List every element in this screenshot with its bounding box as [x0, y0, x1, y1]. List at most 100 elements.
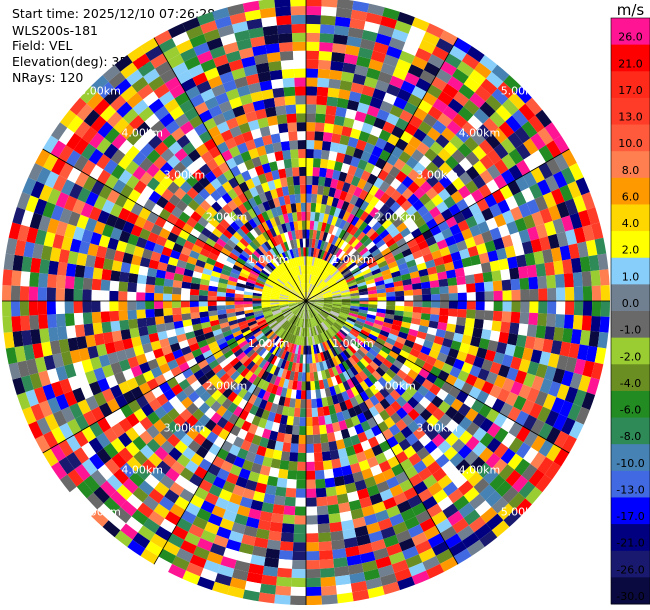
velocity-gate — [513, 243, 525, 257]
velocity-gate — [314, 266, 319, 276]
velocity-gate — [457, 284, 467, 294]
velocity-gate — [167, 256, 179, 267]
velocity-gate — [339, 190, 348, 201]
velocity-gate — [537, 179, 552, 196]
velocity-gate — [264, 34, 279, 45]
velocity-gate — [73, 288, 83, 301]
velocity-gate — [156, 195, 169, 209]
velocity-gate — [285, 283, 293, 290]
velocity-gate — [344, 233, 354, 244]
velocity-gate — [244, 287, 254, 293]
velocity-gate — [214, 333, 225, 341]
velocity-gate — [432, 98, 448, 113]
velocity-gate — [166, 420, 180, 434]
velocity-gate — [118, 359, 131, 372]
velocity-gate — [353, 363, 363, 374]
velocity-gate — [207, 305, 218, 312]
velocity-gate — [500, 448, 516, 465]
velocity-gate — [269, 521, 283, 533]
velocity-gate — [341, 181, 351, 193]
velocity-gate — [162, 453, 177, 468]
velocity-gate — [411, 282, 422, 290]
velocity-gate — [47, 314, 58, 329]
velocity-gate — [529, 301, 539, 314]
velocity-gate — [341, 302, 351, 306]
velocity-gate — [69, 486, 87, 505]
velocity-gate — [327, 87, 340, 98]
velocity-gate — [548, 204, 562, 221]
velocity-gate — [74, 324, 86, 338]
velocity-gate — [290, 0, 306, 7]
velocity-gate — [359, 200, 370, 212]
velocity-gate — [185, 562, 204, 577]
velocity-gate — [407, 168, 420, 182]
velocity-gate — [211, 389, 223, 401]
velocity-gate — [178, 211, 191, 224]
velocity-gate — [197, 232, 209, 243]
velocity-gate — [280, 59, 294, 70]
velocity-gate — [289, 304, 298, 309]
velocity-gate — [313, 443, 322, 453]
velocity-gate — [2, 316, 13, 333]
velocity-gate — [178, 361, 190, 373]
velocity-gate — [507, 180, 522, 196]
velocity-gate — [313, 371, 319, 382]
velocity-gate — [219, 273, 230, 281]
velocity-gate — [324, 177, 333, 188]
velocity-gate — [262, 267, 272, 275]
velocity-gate — [458, 502, 475, 519]
velocity-gate — [154, 315, 165, 325]
velocity-gate — [365, 227, 376, 238]
velocity-gate — [319, 323, 326, 332]
velocity-gate — [8, 222, 21, 240]
velocity-gate — [156, 393, 169, 407]
velocity-gate — [464, 274, 475, 285]
velocity-gate — [393, 341, 405, 350]
velocity-gate — [418, 433, 432, 447]
velocity-gate — [431, 342, 443, 353]
velocity-gate — [529, 183, 543, 200]
velocity-gate — [356, 102, 370, 114]
velocity-gate — [381, 325, 392, 334]
velocity-gate — [306, 113, 316, 123]
range-ring-label: 2.00km — [374, 211, 416, 224]
velocity-gate — [313, 158, 321, 168]
velocity-gate — [535, 363, 548, 379]
velocity-gate — [306, 354, 310, 364]
velocity-gate — [276, 358, 284, 368]
velocity-gate — [180, 345, 192, 356]
velocity-gate — [395, 529, 412, 544]
velocity-gate — [468, 516, 487, 533]
velocity-gate — [322, 307, 332, 312]
velocity-gate — [23, 241, 35, 258]
velocity-gate — [46, 287, 56, 301]
velocity-gate — [281, 369, 288, 379]
velocity-gate — [198, 479, 213, 493]
velocity-gate — [306, 461, 315, 471]
velocity-gate — [594, 347, 607, 365]
velocity-gate — [130, 386, 144, 400]
velocity-gate — [217, 287, 227, 293]
velocity-gate — [299, 309, 304, 319]
velocity-gate — [439, 30, 458, 46]
colorbar-unit-label: m/s — [617, 1, 645, 19]
velocity-gate — [195, 259, 206, 268]
velocity-gate — [482, 271, 493, 283]
velocity-gate — [265, 280, 275, 287]
velocity-gate — [232, 405, 244, 418]
velocity-gate — [569, 372, 583, 390]
velocity-gate — [282, 77, 295, 88]
velocity-gate — [217, 564, 235, 578]
velocity-gate — [444, 533, 462, 549]
velocity-gate — [426, 23, 445, 39]
velocity-gate — [249, 351, 259, 361]
velocity-gate — [297, 298, 306, 301]
velocity-gate — [175, 236, 187, 247]
velocity-gate — [64, 313, 75, 327]
velocity-gate — [153, 432, 167, 447]
velocity-gate — [437, 271, 448, 281]
velocity-gate — [208, 285, 218, 292]
velocity-gate — [104, 341, 116, 355]
velocity-gate — [368, 348, 379, 358]
velocity-gate — [394, 285, 404, 292]
